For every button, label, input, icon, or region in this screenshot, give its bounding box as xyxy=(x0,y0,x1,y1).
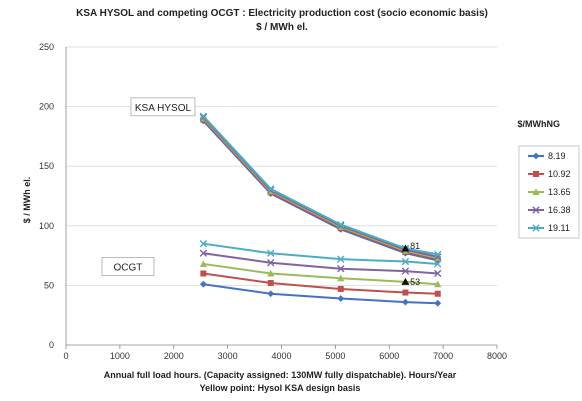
series-ocgt-point-0-4 xyxy=(434,299,442,307)
series-ocgt-point-4-2 xyxy=(337,255,345,263)
design-point-0 xyxy=(401,244,410,252)
series-ocgt-point-1-3 xyxy=(402,289,409,296)
series-ocgt-point-4-0 xyxy=(199,239,208,248)
x-tick-7000: 7000 xyxy=(433,351,453,361)
series-ocgt-point-4-4 xyxy=(434,260,442,268)
annotation-box-hysol xyxy=(130,97,196,117)
annotation-box-ocgt xyxy=(101,257,155,276)
x-tick-1000: 1000 xyxy=(110,351,130,361)
legend-label-3: 16.38 xyxy=(548,205,571,215)
series-ocgt-point-0-0 xyxy=(199,280,207,288)
series-ocgt-point-2-1 xyxy=(267,269,275,277)
legend-label-4: 19.11 xyxy=(548,223,570,233)
series-ocgt-point-3-2 xyxy=(337,265,345,273)
design-point-1 xyxy=(401,277,410,285)
series-ocgt-point-1-1 xyxy=(267,280,274,287)
series-ocgt-point-1-4 xyxy=(434,290,441,297)
series-ocgt-point-3-0 xyxy=(199,249,208,257)
series-ocgt-point-2-2 xyxy=(337,274,345,282)
series-ocgt-point-3-1 xyxy=(267,259,275,267)
series-ocgt-point-0-1 xyxy=(267,290,275,298)
y-tick-100: 100 xyxy=(39,221,54,231)
series-ocgt-point-2-0 xyxy=(199,260,207,267)
x-axis-sublabel: Yellow point: Hysol KSA design basis xyxy=(200,383,361,393)
series-ocgt-point-1-2 xyxy=(337,285,344,292)
y-tick-150: 150 xyxy=(39,161,54,171)
x-tick-8000: 8000 xyxy=(487,351,507,361)
axes xyxy=(65,47,498,349)
legend-label-0: 8.19 xyxy=(548,151,566,161)
legend-marker-1 xyxy=(533,171,539,177)
x-tick-6000: 6000 xyxy=(379,351,399,361)
series-ocgt-point-0-2 xyxy=(337,295,345,302)
y-tick-250: 250 xyxy=(39,42,54,52)
annotations: KSA HYSOL OCGT 81 53 xyxy=(101,97,420,287)
y-axis-label: $ / MWh el. xyxy=(22,177,32,224)
series-layer xyxy=(199,112,442,307)
legend-marker-2 xyxy=(532,188,540,195)
y-tick-50: 50 xyxy=(44,280,54,290)
series-hysol-point-4-1 xyxy=(267,185,275,193)
legend-marker-4 xyxy=(532,224,540,232)
legend-label-1: 10.92 xyxy=(548,169,571,179)
legend-marker-0 xyxy=(532,152,540,160)
tick-labels: 0 50 100 150 200 250 0 1000 2000 3000 4000 5000 6000… xyxy=(39,42,507,361)
legend-label-2: 13.65 xyxy=(548,187,571,197)
series-hysol-point-4-2 xyxy=(337,220,345,229)
x-tick-4000: 4000 xyxy=(271,351,291,361)
annotation-ocgt: OCGT xyxy=(114,263,143,274)
annotation-value-1: 53 xyxy=(410,277,420,287)
series-hysol-point-4-4 xyxy=(434,250,442,259)
series-ocgt-point-3-3 xyxy=(401,267,410,275)
x-tick-2000: 2000 xyxy=(164,351,184,361)
series-ocgt-point-3-4 xyxy=(434,269,442,278)
legend-marker-3 xyxy=(532,206,540,214)
x-tick-3000: 3000 xyxy=(218,351,238,361)
y-tick-200: 200 xyxy=(39,102,54,112)
series-ocgt-point-0-3 xyxy=(402,298,409,306)
chart-subtitle: $ / MWh el. xyxy=(256,22,308,33)
legend: 8.19 10.92 13.65 16.38 19.11 xyxy=(528,151,571,233)
y-tick-0: 0 xyxy=(49,340,54,350)
x-tick-5000: 5000 xyxy=(325,351,345,361)
x-axis-label: Annual full load hours. (Capacity assign… xyxy=(104,370,457,380)
legend-title: $/MWhNG xyxy=(518,119,561,129)
annotation-hysol: KSA HYSOL xyxy=(135,103,192,114)
series-ocgt-point-4-3 xyxy=(401,257,410,266)
annotation-value-0: 81 xyxy=(410,241,420,251)
chart-title: KSA HYSOL and competing OCGT : Electrici… xyxy=(76,8,488,19)
series-ocgt-point-1-0 xyxy=(200,270,207,277)
x-tick-0: 0 xyxy=(63,351,68,361)
series-ocgt-point-4-1 xyxy=(267,249,275,257)
series-ocgt-point-2-4 xyxy=(434,280,442,288)
series-hysol-point-4-0 xyxy=(199,112,208,120)
